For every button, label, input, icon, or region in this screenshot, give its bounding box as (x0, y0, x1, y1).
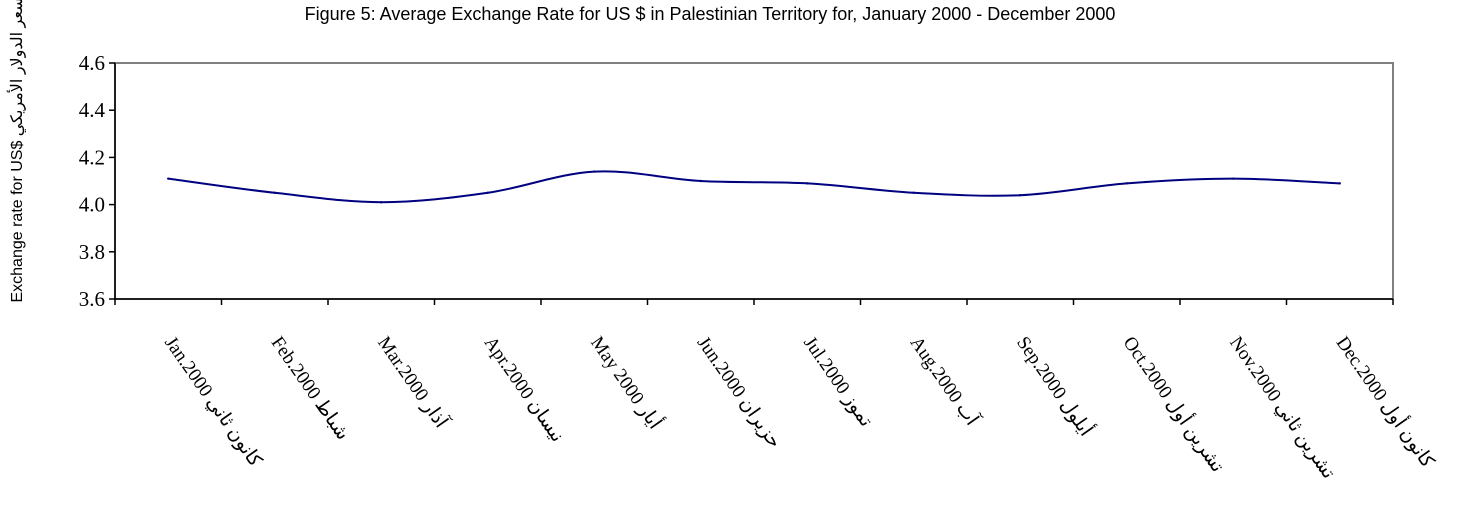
y-tick-label: 4.6 (79, 51, 105, 75)
x-tick-label: Oct.2000 تشرين أول (1119, 331, 1231, 477)
x-tick-label: Nov.2000 تشرين ثاني (1225, 333, 1339, 483)
y-tick-label: 4.0 (79, 193, 105, 217)
x-tick-label: Aug.2000 آب (906, 332, 985, 430)
x-tick-label: Dec.2000 كانون أول (1332, 331, 1442, 473)
x-tick-label: Feb.2000 شباط (267, 333, 354, 444)
y-tick-label: 4.4 (79, 98, 106, 122)
series-line-exchange-rate (168, 171, 1340, 202)
y-tick-label: 3.8 (79, 240, 105, 264)
plot-area-frame (115, 63, 1393, 299)
x-tick-label: Mar.2000 آذار (373, 332, 453, 433)
x-tick-label: Jan.2000 كانون ثاني (160, 333, 266, 472)
x-tick-label: Sep.2000 أيلول (1012, 331, 1099, 441)
x-tick-label: Jul.2000 تموز (799, 333, 876, 431)
chart-title: Figure 5: Average Exchange Rate for US $… (305, 4, 1116, 24)
y-tick-label: 3.6 (79, 287, 105, 311)
y-tick-label: 4.2 (79, 145, 105, 169)
x-tick-label: May 2000 أيار (586, 331, 668, 434)
x-tick-label: Apr.2000 نيسان (480, 333, 568, 446)
y-axis-label: Exchange rate for US$ سعر الدولار الأمري… (7, 0, 26, 303)
x-tick-label: Jun.2000 حزيران (693, 333, 785, 452)
